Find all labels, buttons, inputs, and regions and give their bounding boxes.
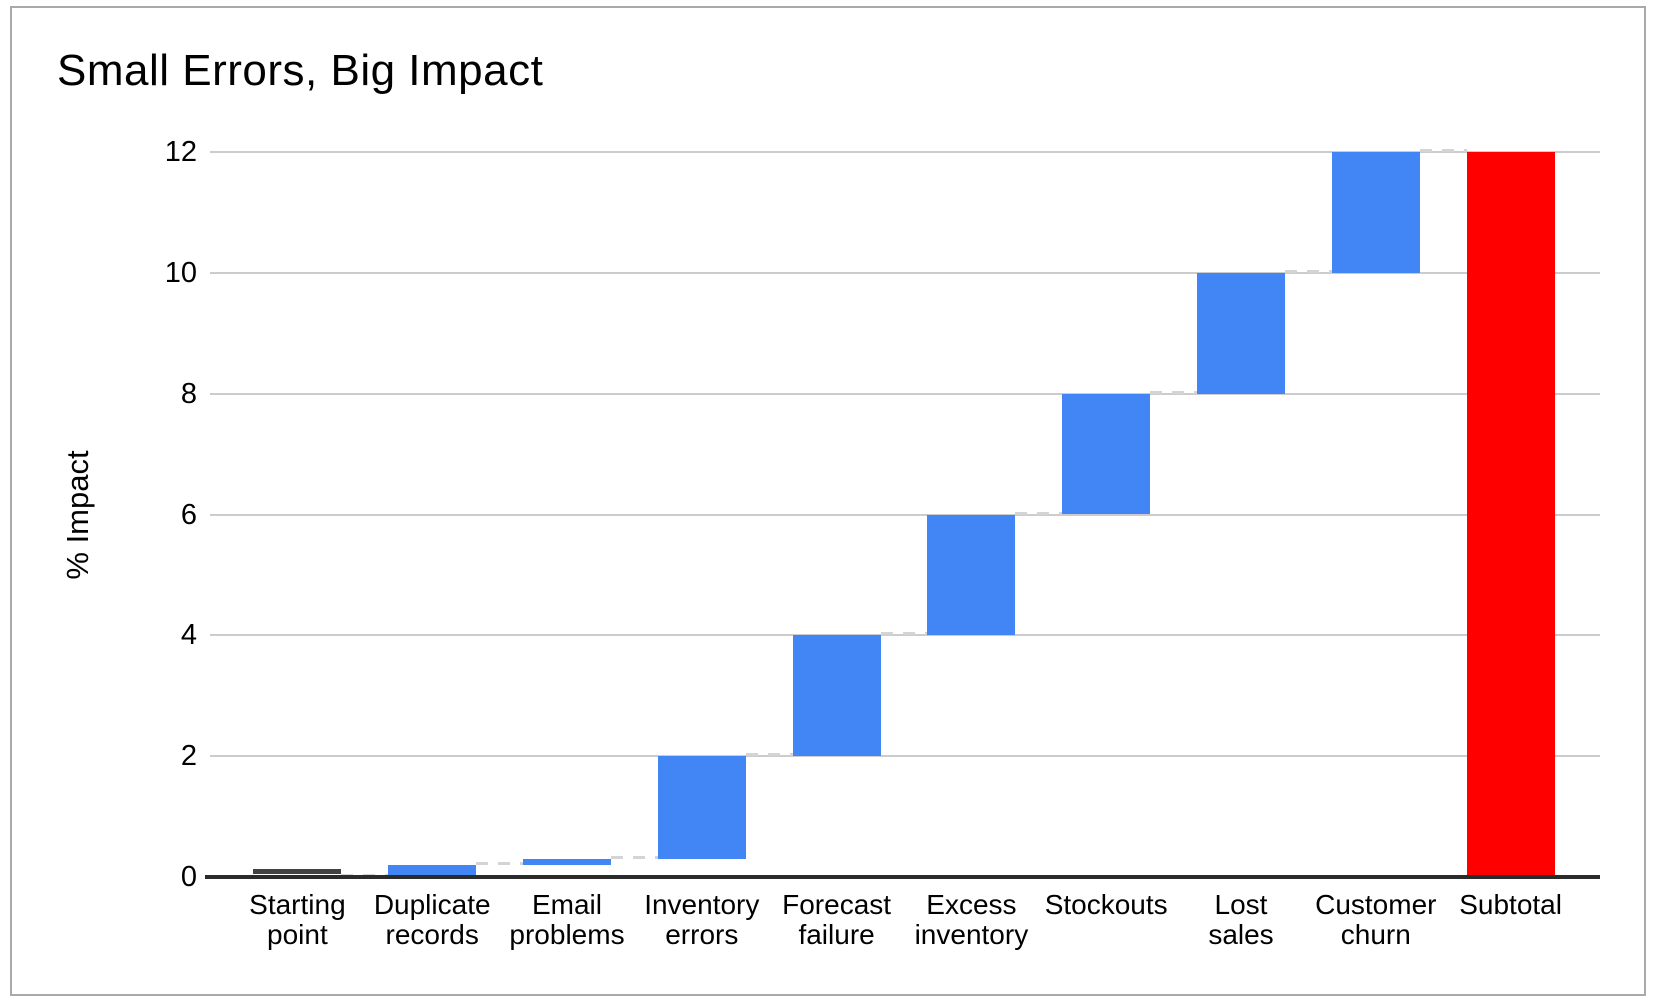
category-label-customer-churn: Customer churn bbox=[1315, 889, 1437, 950]
connector-line bbox=[880, 632, 928, 636]
y-axis-title: % Impact bbox=[60, 450, 95, 580]
bar-lost-sales bbox=[1197, 272, 1285, 394]
connector-line bbox=[1150, 390, 1197, 394]
category-label-starting-point: Starting point bbox=[249, 889, 346, 950]
bar-forecast-failure bbox=[792, 635, 881, 757]
y-tick-label-4: 4 bbox=[180, 619, 197, 652]
bar-stockouts bbox=[1062, 393, 1151, 515]
category-label-stockouts: Stockouts bbox=[1044, 889, 1168, 920]
y-tick-label-6: 6 bbox=[180, 498, 197, 531]
bar-starting-point bbox=[253, 869, 342, 874]
category-label-inventory-errors: Inventory errors bbox=[644, 889, 760, 950]
plot-area bbox=[205, 149, 1600, 879]
gridline-8 bbox=[210, 392, 1600, 395]
category-label-lost-sales: Lost sales bbox=[1208, 889, 1274, 950]
gridline-4 bbox=[210, 634, 1600, 637]
x-axis-line bbox=[205, 875, 1600, 879]
chart-title: Small Errors, Big Impact bbox=[57, 46, 544, 95]
gridline-12 bbox=[210, 151, 1600, 153]
bar-subtotal bbox=[1466, 152, 1555, 877]
connector-line bbox=[476, 861, 523, 865]
gridline-2 bbox=[210, 755, 1600, 758]
y-tick-label-8: 8 bbox=[180, 377, 197, 410]
category-label-excess-inventory: Excess inventory bbox=[914, 889, 1029, 950]
category-label-email-problems: Email problems bbox=[509, 889, 625, 950]
connector-line bbox=[611, 855, 658, 859]
connector-line bbox=[1285, 269, 1332, 273]
gridline-6 bbox=[210, 513, 1600, 516]
connector-line bbox=[1419, 149, 1467, 152]
chart-border bbox=[10, 6, 1646, 996]
category-label-duplicate-records: Duplicate records bbox=[373, 889, 491, 950]
bar-excess-inventory bbox=[927, 514, 1016, 636]
bar-inventory-errors bbox=[657, 756, 746, 859]
connector-line bbox=[1015, 511, 1063, 515]
gridline-10 bbox=[210, 271, 1600, 274]
y-tick-label-12: 12 bbox=[164, 136, 197, 168]
y-tick-label-2: 2 bbox=[180, 740, 197, 773]
bar-customer-churn bbox=[1331, 152, 1420, 273]
bar-email-problems bbox=[523, 858, 611, 865]
category-label-forecast-failure: Forecast failure bbox=[782, 889, 892, 950]
y-tick-label-0: 0 bbox=[180, 861, 197, 893]
connector-line bbox=[745, 753, 793, 757]
y-tick-label-10: 10 bbox=[164, 256, 197, 289]
category-label-subtotal: Subtotal bbox=[1459, 889, 1562, 920]
bar-duplicate-records bbox=[388, 864, 477, 877]
